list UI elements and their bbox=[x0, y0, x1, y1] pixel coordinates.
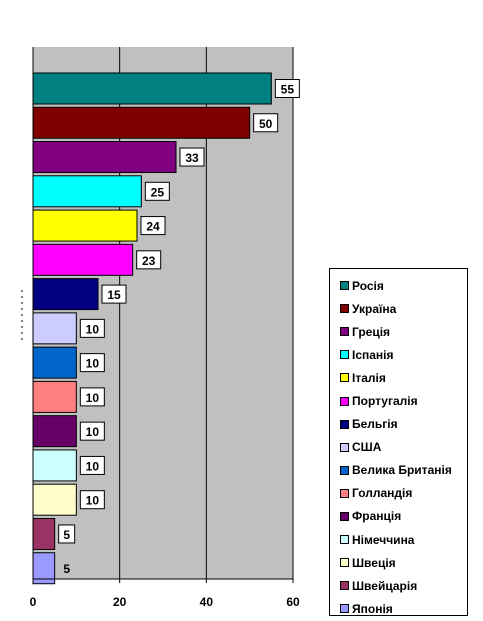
data-label-box bbox=[274, 79, 300, 98]
data-label: 10 bbox=[86, 322, 100, 336]
legend-swatch bbox=[340, 558, 349, 568]
legend-swatch bbox=[340, 419, 349, 429]
data-label: 10 bbox=[86, 357, 100, 371]
data-label: 5 bbox=[63, 528, 70, 542]
data-label-box bbox=[179, 147, 205, 167]
data-label-box bbox=[79, 387, 105, 407]
legend-label: Греція bbox=[352, 324, 391, 339]
data-label-box bbox=[79, 318, 105, 338]
data-label: 33 bbox=[185, 151, 199, 165]
legend-swatch bbox=[340, 327, 349, 337]
legend-item: Голландія bbox=[340, 482, 467, 505]
legend-item: Греція bbox=[340, 320, 467, 343]
x-tick-label: 20 bbox=[113, 595, 127, 609]
bar bbox=[32, 449, 77, 482]
legend-label: Велика Британія bbox=[352, 463, 452, 478]
data-label-box bbox=[101, 284, 127, 304]
x-tick-label: 60 bbox=[286, 595, 300, 609]
legend-item: Іспанія bbox=[340, 343, 467, 366]
data-label-box bbox=[79, 421, 105, 441]
legend-item: Німеччина bbox=[340, 528, 467, 551]
legend-item: Швеція bbox=[340, 551, 467, 574]
legend-swatch bbox=[340, 442, 349, 452]
legend-item: Швейцарія bbox=[340, 574, 467, 597]
legend-label: Україна bbox=[352, 301, 397, 316]
legend-label: Японія bbox=[352, 601, 393, 616]
legend-item: Росія bbox=[340, 274, 467, 297]
bar bbox=[32, 175, 142, 208]
legend: Росія Україна Греція Іспанія Італія Португалі… bbox=[329, 268, 468, 616]
legend-swatch bbox=[340, 350, 349, 360]
bar bbox=[32, 141, 177, 174]
legend-item: Португалія bbox=[340, 389, 467, 412]
legend-label: Швеція bbox=[352, 555, 396, 570]
legend-swatch bbox=[340, 304, 349, 314]
legend-item: Японія bbox=[340, 597, 467, 620]
x-tick-label: 40 bbox=[200, 595, 214, 609]
bar bbox=[32, 517, 56, 550]
legend-swatch bbox=[340, 281, 349, 291]
legend-swatch bbox=[340, 488, 349, 498]
bar bbox=[32, 346, 77, 379]
x-tick-label: 0 bbox=[30, 595, 37, 609]
bar bbox=[32, 483, 77, 516]
legend-item: Франція bbox=[340, 505, 467, 528]
data-label: 55 bbox=[281, 83, 295, 97]
bar bbox=[32, 278, 99, 311]
data-label: 10 bbox=[86, 494, 100, 508]
legend-swatch bbox=[340, 511, 349, 521]
data-label-box bbox=[58, 524, 76, 544]
legend-label: Португалія bbox=[352, 394, 418, 409]
legend-label: США bbox=[352, 440, 382, 455]
data-label: 10 bbox=[86, 425, 100, 439]
data-label: 15 bbox=[107, 288, 121, 302]
legend-swatch bbox=[340, 604, 349, 614]
legend-item: Україна bbox=[340, 297, 467, 320]
data-label: 5 bbox=[63, 562, 70, 576]
legend-label: Франція bbox=[352, 509, 402, 524]
bar bbox=[32, 415, 77, 448]
legend-label: Росія bbox=[352, 278, 384, 293]
legend-item: Бельгія bbox=[340, 413, 467, 436]
data-label: 23 bbox=[142, 254, 156, 268]
legend-swatch bbox=[340, 396, 349, 406]
data-label-box bbox=[79, 455, 105, 475]
bar bbox=[32, 312, 77, 345]
bar bbox=[32, 72, 272, 105]
data-label: 10 bbox=[86, 391, 100, 405]
data-label-box bbox=[79, 353, 105, 373]
data-label-box bbox=[253, 113, 279, 133]
data-label: 25 bbox=[151, 185, 165, 199]
data-label-box bbox=[136, 250, 162, 270]
bar bbox=[32, 106, 251, 139]
data-label: 24 bbox=[146, 220, 160, 234]
data-label-box bbox=[79, 490, 105, 510]
legend-label: Бельгія bbox=[352, 417, 398, 432]
legend-item: Велика Британія bbox=[340, 459, 467, 482]
legend-swatch bbox=[340, 465, 349, 475]
legend-swatch bbox=[340, 373, 349, 383]
legend-label: Італія bbox=[352, 370, 386, 385]
data-label: 10 bbox=[86, 459, 100, 473]
legend-label: Голландія bbox=[352, 486, 413, 501]
bar bbox=[32, 380, 77, 413]
data-label-box bbox=[144, 181, 170, 201]
legend-label: Швейцарія bbox=[352, 578, 418, 593]
bar bbox=[32, 209, 138, 242]
legend-item: США bbox=[340, 436, 467, 459]
legend-swatch bbox=[340, 535, 349, 545]
data-label: 50 bbox=[259, 117, 273, 131]
legend-label: Іспанія bbox=[352, 347, 394, 362]
legend-label: Німеччина bbox=[352, 532, 415, 547]
bar bbox=[32, 243, 134, 276]
data-label-box bbox=[140, 216, 166, 236]
legend-swatch bbox=[340, 581, 349, 591]
legend-item: Італія bbox=[340, 366, 467, 389]
